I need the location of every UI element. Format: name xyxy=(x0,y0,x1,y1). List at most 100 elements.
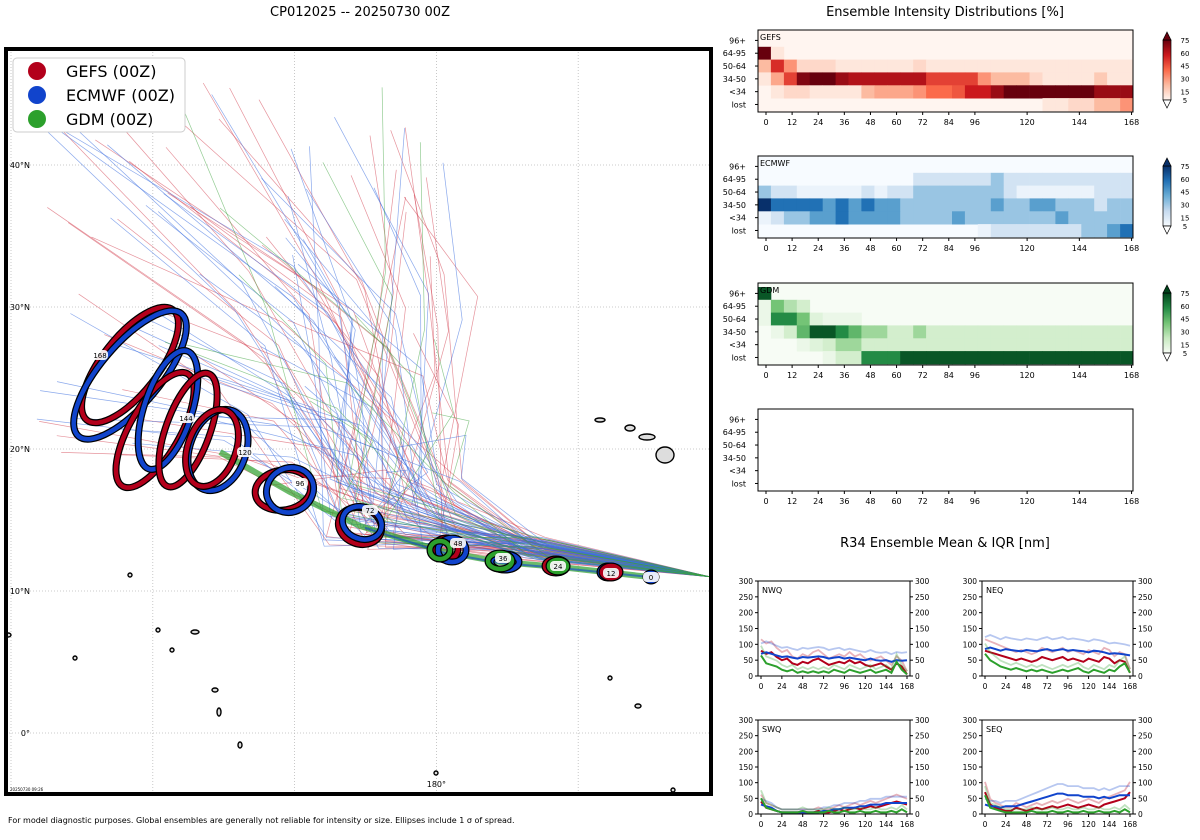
heatmap-cell xyxy=(861,351,875,365)
heatmap-cell xyxy=(783,312,798,326)
timestamp: 20250730 09:26 xyxy=(10,787,44,792)
heatmap-cell xyxy=(861,198,875,212)
ytick-label-right: 300 xyxy=(915,716,930,725)
xtick-label: 60 xyxy=(891,371,901,380)
heatmap-cell xyxy=(1016,211,1030,225)
ytick-label-left: 250 xyxy=(963,732,978,741)
xtick-label: 48 xyxy=(865,244,875,253)
heatmap-cell xyxy=(977,338,992,352)
ytick-label-right: 150 xyxy=(1138,763,1153,772)
ellipse-label-bg xyxy=(92,350,108,360)
heatmap-cell xyxy=(964,172,979,186)
ytick-label-left: 0 xyxy=(748,810,753,819)
gefs-mean-line xyxy=(760,649,908,675)
xtick-label: 36 xyxy=(839,497,849,506)
ytick-label: lost xyxy=(732,479,746,488)
heatmap-cell xyxy=(887,338,901,352)
gefs-iqr-line xyxy=(760,638,908,672)
colorbar-label: 5 xyxy=(1183,97,1187,105)
ytick-label-right: 50 xyxy=(915,656,925,665)
ytick-label-right: 150 xyxy=(1138,625,1153,634)
map-title: CP012025 -- 20250730 00Z xyxy=(270,5,450,20)
heatmap-cell xyxy=(926,351,940,365)
heatmap-cell xyxy=(1094,85,1108,99)
heatmap-cell xyxy=(990,72,1005,86)
colorbar-label: 60 xyxy=(1181,176,1190,184)
ytick-label-left: 0 xyxy=(748,672,753,681)
heatmap-cell xyxy=(964,211,979,225)
ytick-label: <34 xyxy=(729,467,746,476)
heatmap-cell xyxy=(1029,85,1043,99)
xtick-label: 24 xyxy=(1001,820,1011,829)
heatmap-cell xyxy=(848,325,862,339)
heatmap-cell xyxy=(1081,85,1095,99)
heatmap-cell xyxy=(913,72,927,86)
legend-label-gefs: GEFS (00Z) xyxy=(66,62,156,81)
ytick-label-right: 250 xyxy=(1138,593,1153,602)
heatmap-cell xyxy=(1068,85,1082,99)
heatmap-cell xyxy=(835,198,849,212)
heatmap-cell xyxy=(939,85,953,99)
ecmwf-ellipse xyxy=(434,534,470,566)
ytick-label-right: 150 xyxy=(915,625,930,634)
heatmap-cell xyxy=(900,338,914,352)
heatmap-cell xyxy=(1003,211,1017,225)
heatmap-cell xyxy=(758,198,772,212)
ytick-label: lost xyxy=(732,100,746,109)
map-content: 0 12 24 36 48 72 96 120 144 168 xyxy=(6,49,711,794)
heatmap-cell xyxy=(835,85,849,99)
xtick-label: 36 xyxy=(839,244,849,253)
heatmap-cell xyxy=(809,312,823,326)
heatmap-cell xyxy=(1107,185,1121,199)
ensemble-track xyxy=(110,217,711,578)
heatmap-cell xyxy=(913,185,927,199)
xtick-label: 24 xyxy=(777,682,787,691)
xtick-label: 0 xyxy=(763,244,768,253)
heatmap-cell xyxy=(1055,59,1069,73)
heatmap-cell xyxy=(990,325,1005,339)
heatmap-cell xyxy=(900,72,914,86)
heatmap-cell xyxy=(874,59,888,73)
ytick-label-right: 100 xyxy=(915,640,930,649)
colorbar-extend-min xyxy=(1162,99,1172,109)
heatmap-cell xyxy=(1107,85,1121,99)
heatmap-cell xyxy=(1003,351,1017,365)
island xyxy=(670,787,676,793)
heatmap-cell xyxy=(1068,211,1082,225)
heatmap-cell xyxy=(874,338,888,352)
xtick-label: 48 xyxy=(865,497,875,506)
gefs-mean-line xyxy=(984,791,1131,812)
ytick-label-left: 250 xyxy=(739,732,754,741)
heatmap-cell xyxy=(1081,59,1095,73)
xtick-label: 0 xyxy=(759,682,764,691)
heatmap-cell xyxy=(848,59,862,73)
heatmap-cell xyxy=(770,312,785,326)
gefs-ellipse xyxy=(182,406,242,490)
heatmap-cell xyxy=(809,325,823,339)
ellipse-label: 24 xyxy=(554,563,563,571)
heatmap-cell xyxy=(783,85,798,99)
heatmap-cell xyxy=(1068,72,1082,86)
ytick-label-left: 50 xyxy=(967,794,977,803)
heatmap-cell xyxy=(1055,72,1069,86)
lat-label: 0° xyxy=(21,729,30,738)
heatmap-cell xyxy=(1094,185,1108,199)
heatmap-cell xyxy=(887,198,901,212)
ytick-label: 34-50 xyxy=(723,328,746,337)
legend-marker-gdm xyxy=(28,110,46,128)
heatmap-cell xyxy=(1120,185,1134,199)
xtick-label: 72 xyxy=(918,371,928,380)
ytick-label-right: 200 xyxy=(915,747,930,756)
heatmap-cell xyxy=(1055,172,1069,186)
colorbar xyxy=(1162,292,1172,354)
ellipse-ring xyxy=(264,465,316,515)
ellipse-label: 36 xyxy=(499,555,508,563)
ensemble-track xyxy=(112,343,711,578)
xtick-label: 24 xyxy=(1001,682,1011,691)
heatmap-cell xyxy=(964,85,979,99)
ytick-label: 50-64 xyxy=(723,188,746,197)
heatmap-cell xyxy=(1094,338,1108,352)
heatmap-cell xyxy=(1094,325,1108,339)
ytick-label-left: 150 xyxy=(963,763,978,772)
